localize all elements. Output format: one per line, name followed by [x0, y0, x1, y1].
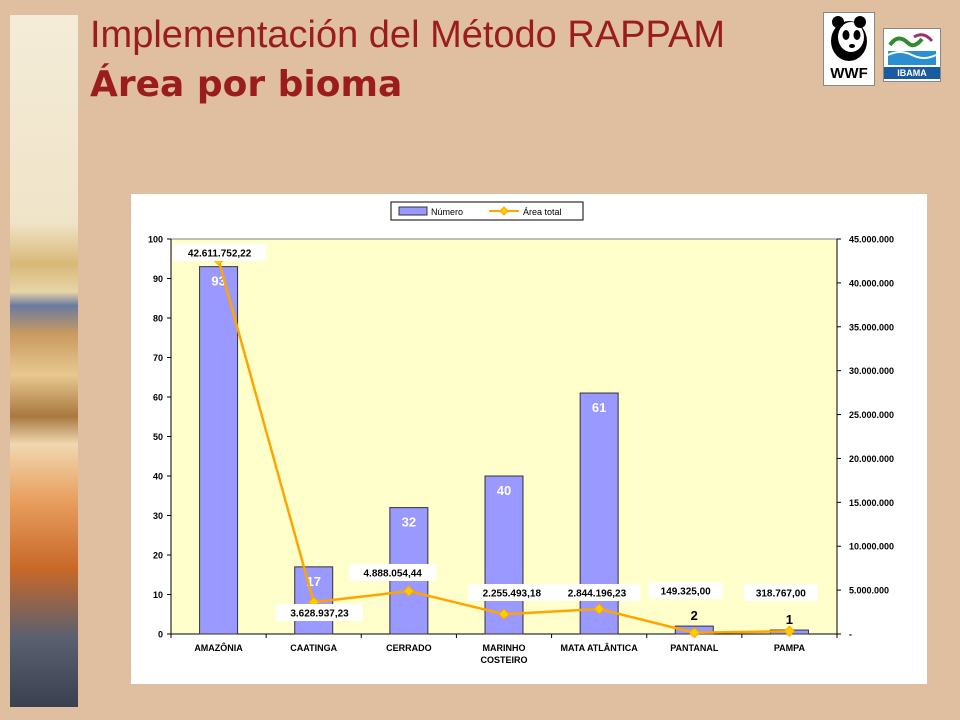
bar-numero [484, 475, 524, 635]
x-tick-label: CERRADO [386, 643, 432, 653]
y-right-tick-label: 35.000.000 [849, 322, 894, 332]
line-data-label-box [743, 584, 818, 601]
x-tick-label: COSTEIRO [480, 655, 527, 665]
x-tick-label: MARINHO [483, 643, 526, 653]
y-left-tick-label: 30 [153, 511, 163, 521]
legend-box [390, 201, 584, 221]
wwf-logo-text: WWF [830, 65, 868, 82]
bar-numero [199, 266, 239, 635]
y-left-tick-label: 0 [158, 630, 163, 640]
y-right-tick-label: - [849, 630, 852, 640]
line-data-label-box [468, 584, 556, 601]
line-data-label: 42.611.752,22 [188, 249, 252, 260]
slide-title: Implementación del Método RAPPAM [90, 14, 726, 56]
line-data-label: 4.888.054,44 [363, 569, 422, 580]
bar-data-label: 40 [497, 483, 511, 498]
y-left-tick-label: 20 [153, 551, 163, 561]
line-data-label-box [173, 244, 267, 261]
legend-label-numero: Número [431, 207, 463, 217]
line-marker [783, 625, 796, 637]
line-marker [403, 585, 415, 597]
bar-data-label: 32 [402, 515, 416, 530]
line-data-label-box [349, 564, 437, 581]
x-tick-label: PANTANAL [670, 643, 719, 653]
y-left-tick-label: 100 [148, 235, 163, 245]
slide-subtitle: Área por bioma [90, 64, 403, 105]
ibama-logo-text: IBAMA [884, 67, 940, 79]
line-data-label: 3.628.937,23 [290, 609, 349, 620]
y-right-tick-label: 15.000.000 [849, 498, 894, 508]
legend-marker-area-total [499, 206, 509, 216]
y-left-tick-label: 70 [153, 353, 163, 363]
y-left-tick-label: 40 [153, 472, 163, 482]
x-tick-label: CAATINGA [290, 643, 337, 653]
legend-swatch-numero [398, 206, 428, 216]
line-data-label: 149.325,00 [661, 587, 711, 598]
line-data-label-box [276, 604, 363, 621]
line-data-label: 318.767,00 [756, 589, 806, 600]
line-data-label-box [648, 582, 723, 599]
y-right-tick-label: 20.000.000 [849, 454, 894, 464]
bar-data-label: 2 [691, 608, 698, 623]
x-tick-label: AMAZÔNIA [194, 642, 243, 653]
combo-chart: 0 10 20 30 40 50 60 70 80 90 100 - 5.000.000 10.000.0… [148, 201, 894, 665]
panda-icon [831, 16, 867, 61]
y-left-tick-label: 90 [153, 274, 163, 284]
ibama-emblem-icon [887, 33, 937, 65]
y-right-tick-label: 45.000.000 [849, 235, 894, 245]
ibama-logo: IBAMA [883, 28, 941, 82]
line-marker [498, 608, 510, 620]
line-marker [688, 626, 700, 639]
bar-data-label: 1 [786, 612, 793, 627]
y-right-tick-label: 25.000.000 [849, 410, 894, 420]
line-data-label: 2.844.196,23 [568, 589, 627, 600]
wwf-logo: WWF [823, 12, 875, 86]
line-data-label-box [553, 584, 641, 601]
y-left-tick-label: 50 [153, 432, 163, 442]
line-marker [593, 603, 605, 615]
y-right-tick-label: 30.000.000 [849, 366, 894, 376]
line-data-label: 2.255.493,18 [483, 589, 542, 600]
y-right-tick-label: 10.000.000 [849, 542, 894, 552]
x-tick-label: MATA ATLÂNTICA [560, 642, 638, 653]
bar-data-label: 61 [592, 400, 606, 415]
y-right-tick-label: 40.000.000 [849, 278, 894, 288]
x-tick-label: PAMPA [774, 643, 806, 653]
legend-label-area-total: Área total [523, 207, 562, 217]
chart-container: 0 10 20 30 40 50 60 70 80 90 100 - 5.000.000 10.000.0… [131, 194, 927, 684]
y-left-tick-label: 80 [153, 314, 163, 324]
y-right-tick-label: 5.000.000 [849, 586, 889, 596]
y-left-tick-label: 60 [153, 393, 163, 403]
decorative-side-strip [10, 15, 78, 707]
y-left-tick-label: 10 [153, 590, 163, 600]
